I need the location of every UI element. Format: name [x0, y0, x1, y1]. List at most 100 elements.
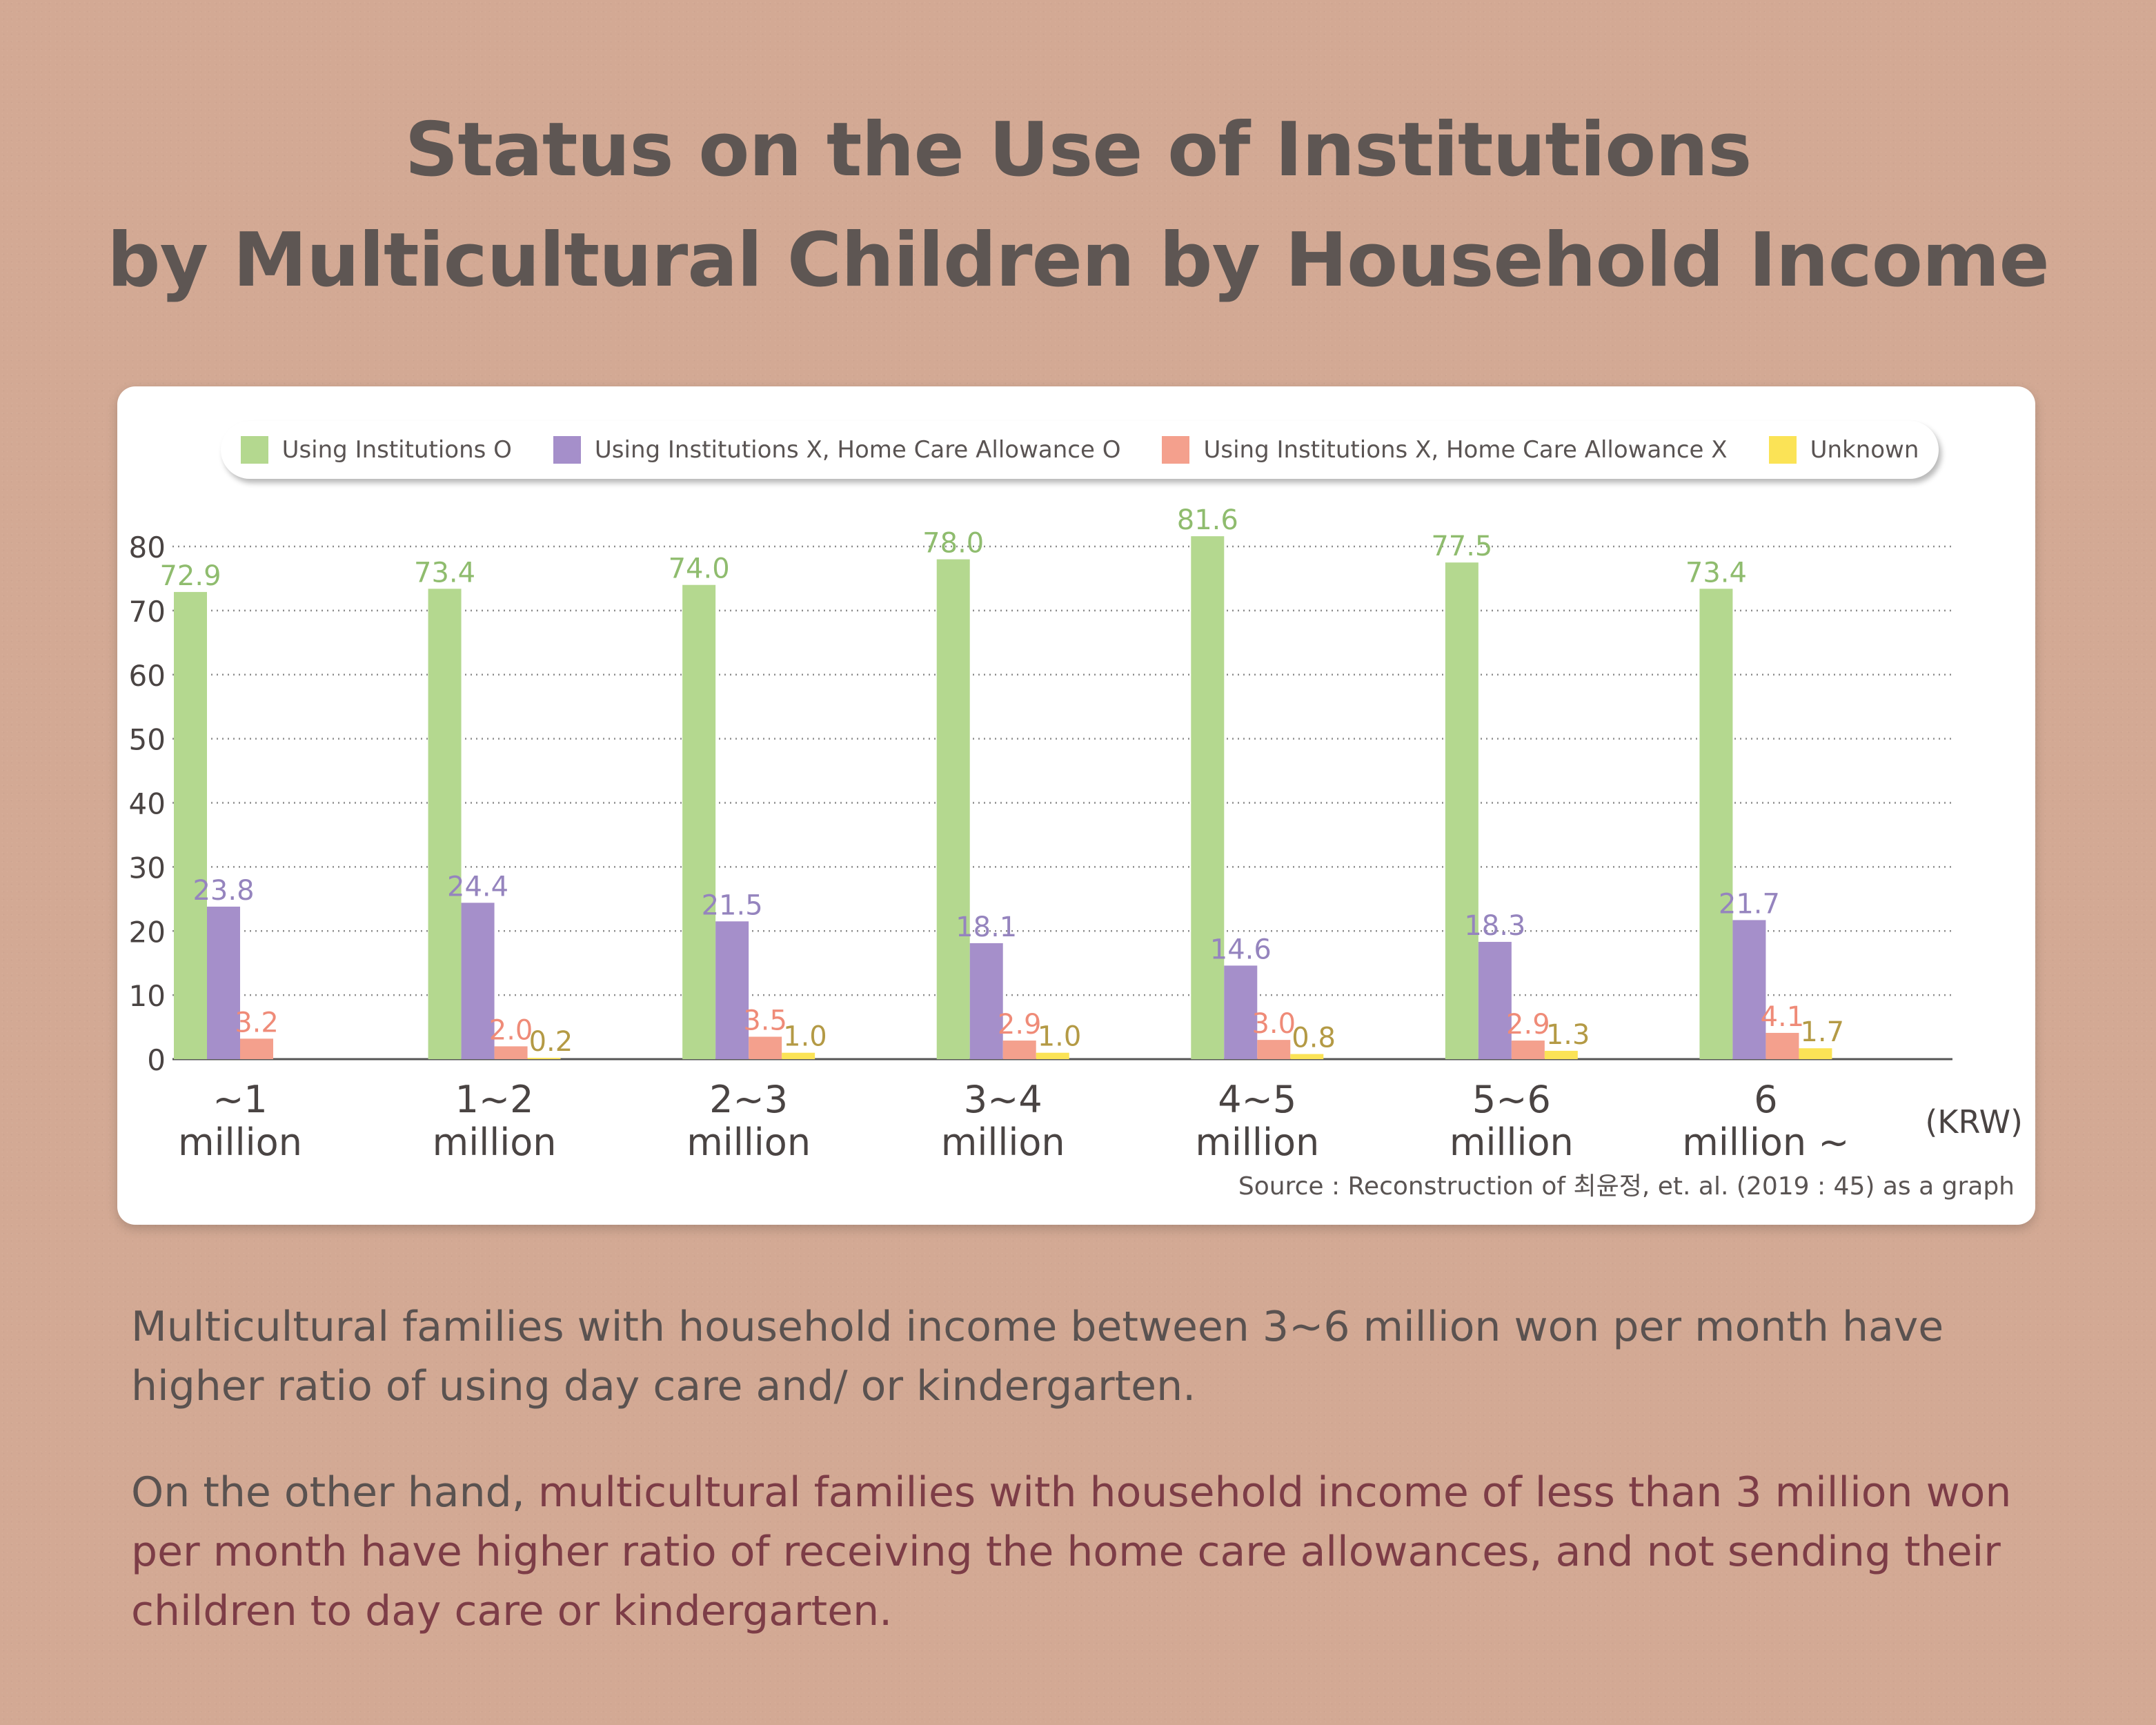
bar-s0-c5	[1445, 562, 1478, 1059]
data-label-s0-c1: 73.4	[414, 557, 475, 589]
bar-s2-c1	[494, 1046, 528, 1059]
data-label-s1-c3: 18.1	[956, 911, 1017, 943]
x-tick-label-c5-line0: 5~6	[1472, 1078, 1551, 1121]
bar-s3-c3	[1036, 1052, 1069, 1059]
data-label-s0-c3: 78.0	[922, 528, 984, 560]
x-tick-label-c6-line0: 6	[1754, 1078, 1777, 1121]
bar-s3-c5	[1544, 1050, 1578, 1059]
data-label-s3-c3: 1.0	[1038, 1021, 1082, 1053]
data-label-s1-c2: 21.5	[702, 889, 763, 921]
bar-s2-c6	[1766, 1032, 1799, 1059]
bar-s0-c1	[428, 589, 462, 1059]
y-tick-label-60: 60	[129, 659, 166, 693]
legend-label-0: Using Institutions O	[281, 436, 512, 464]
bar-s0-c3	[936, 559, 970, 1059]
x-tick-label-c1-line0: 1~2	[455, 1078, 534, 1121]
y-tick-label-40: 40	[129, 787, 166, 821]
summary-paragraph-1: Multicultural families with household in…	[131, 1303, 1944, 1410]
bar-s3-c6	[1799, 1048, 1832, 1059]
y-tick-label-70: 70	[129, 595, 166, 629]
data-label-s3-c5: 1.3	[1546, 1019, 1590, 1051]
data-label-s1-c4: 14.6	[1210, 934, 1272, 965]
legend-swatch-3	[1768, 436, 1797, 464]
summary-paragraph-2: On the other hand, multicultural familie…	[131, 1463, 2049, 1641]
data-label-s2-c1: 2.0	[489, 1014, 533, 1046]
legend-swatch-2	[1162, 436, 1190, 464]
bar-s1-c2	[715, 921, 749, 1059]
bar-s1-c0	[207, 906, 240, 1059]
x-tick-label-c3-line0: 3~4	[964, 1078, 1042, 1121]
x-tick-label-c1-line1: million	[433, 1121, 557, 1164]
data-label-s1-c6: 21.7	[1719, 888, 1780, 920]
title-line-2: by Multicultural Children by Household I…	[107, 217, 2049, 304]
data-label-s3-c4: 0.8	[1292, 1023, 1336, 1054]
bar-s0-c4	[1191, 536, 1225, 1059]
x-tick-label-c4-line0: 4~5	[1218, 1078, 1296, 1121]
x-tick-label-c5-line1: million	[1450, 1121, 1574, 1164]
bar-s1-c1	[461, 903, 495, 1059]
chart-card: Using Institutions O Using Institutions …	[117, 386, 2035, 1225]
y-tick-label-50: 50	[129, 723, 166, 757]
legend-item-3: Unknown	[1768, 436, 1919, 464]
bar-s2-c3	[1002, 1041, 1036, 1059]
bar-s2-c4	[1257, 1040, 1291, 1059]
data-label-s2-c6: 4.1	[1761, 1001, 1805, 1033]
legend-label-2: Using Institutions X, Home Care Allowanc…	[1203, 436, 1728, 464]
bar-s0-c0	[174, 591, 207, 1059]
data-label-s0-c5: 77.5	[1431, 531, 1492, 562]
y-tick-label-80: 80	[129, 531, 166, 564]
x-tick-label-c0-line1: million	[178, 1121, 302, 1164]
data-label-s0-c6: 73.4	[1685, 557, 1747, 589]
paragraph-2-highlight: multicultural families with household in…	[131, 1468, 2012, 1635]
unit-label: (KRW)	[1925, 1103, 2023, 1141]
legend-item-1: Using Institutions X, Home Care Allowanc…	[553, 436, 1121, 464]
x-tick-label-c4-line1: million	[1195, 1121, 1319, 1164]
y-tick-label-30: 30	[129, 851, 166, 885]
bar-chart: 0102030405060708072.923.83.2~1million73.…	[129, 504, 2023, 1164]
bar-s0-c2	[682, 584, 716, 1059]
legend-swatch-0	[240, 436, 268, 464]
data-label-s2-c4: 3.0	[1252, 1008, 1296, 1040]
y-tick-label-10: 10	[129, 979, 166, 1013]
bar-s3-c4	[1290, 1054, 1324, 1059]
source-note: Source : Reconstruction of 최윤정, et. al. …	[1238, 1172, 2015, 1201]
data-label-s3-c6: 1.7	[1800, 1016, 1844, 1048]
data-label-s0-c0: 72.9	[159, 560, 221, 592]
bar-s0-c6	[1699, 589, 1733, 1059]
x-tick-label-c2-line0: 2~3	[709, 1078, 788, 1121]
x-tick-label-c3-line1: million	[941, 1121, 1065, 1164]
legend-swatch-1	[553, 436, 581, 464]
x-tick-label-c6-line1: million ~	[1682, 1121, 1849, 1164]
x-tick-label-c2-line1: million	[686, 1121, 811, 1164]
data-label-s3-c1: 0.2	[529, 1026, 573, 1058]
chart-legend: Using Institutions O Using Institutions …	[221, 421, 1939, 479]
data-label-s3-c2: 1.0	[783, 1021, 827, 1053]
legend-label-1: Using Institutions X, Home Care Allowanc…	[594, 436, 1121, 464]
data-label-s1-c5: 18.3	[1464, 910, 1525, 942]
data-label-s0-c4: 81.6	[1177, 504, 1238, 536]
bar-s2-c5	[1511, 1041, 1545, 1059]
data-label-s2-c0: 3.2	[235, 1007, 279, 1038]
data-label-s2-c2: 3.5	[743, 1005, 787, 1036]
bar-s3-c1	[527, 1058, 561, 1059]
y-tick-label-0: 0	[147, 1043, 166, 1077]
bar-s3-c2	[782, 1052, 815, 1059]
x-tick-label-c0-line0: ~1	[212, 1078, 268, 1121]
bar-s1-c5	[1478, 942, 1512, 1059]
bar-s1-c4	[1224, 965, 1258, 1059]
bar-s1-c6	[1732, 920, 1766, 1059]
legend-item-2: Using Institutions X, Home Care Allowanc…	[1162, 436, 1728, 464]
y-tick-label-20: 20	[129, 915, 166, 949]
legend-label-3: Unknown	[1810, 436, 1919, 464]
bar-s2-c2	[749, 1036, 782, 1059]
bar-s1-c3	[969, 943, 1003, 1059]
paragraph-2-prefix: On the other hand,	[131, 1468, 538, 1517]
title-line-1: Status on the Use of Institutions	[404, 107, 1752, 193]
data-label-s2-c3: 2.9	[998, 1009, 1042, 1041]
data-label-s1-c0: 23.8	[192, 875, 254, 907]
legend-item-0: Using Institutions O	[240, 436, 512, 464]
bar-s2-c0	[240, 1038, 273, 1059]
data-label-s2-c5: 2.9	[1506, 1009, 1550, 1041]
data-label-s0-c2: 74.0	[669, 553, 730, 585]
data-label-s1-c1: 24.4	[447, 871, 508, 903]
